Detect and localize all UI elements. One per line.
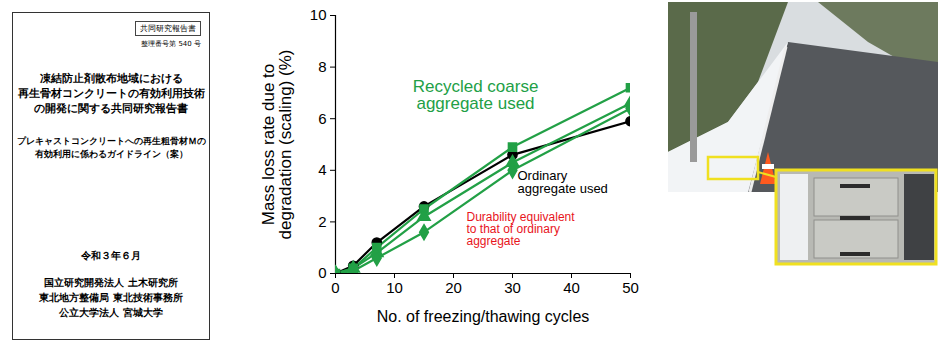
html-text:東北地方整備局 東北技術事務所: 東北地方整備局 東北技術事務所 xyxy=(39,292,183,303)
html-text:有効利用に係わるガイドライン（案）: 有効利用に係わるガイドライン（案） xyxy=(34,149,188,159)
svg-text:No. of freezing/thawing cycles: No. of freezing/thawing cycles xyxy=(377,308,590,325)
svg-text:2: 2 xyxy=(318,213,326,230)
svg-text:10: 10 xyxy=(310,6,327,23)
svg-text:6: 6 xyxy=(318,110,326,127)
html-text:の開発に関する共同研究報告書: の開発に関する共同研究報告書 xyxy=(34,102,188,114)
html-text:再生骨材コンクリートの有効利用技術: 再生骨材コンクリートの有効利用技術 xyxy=(17,87,205,99)
html-text:令和３年６月: 令和３年６月 xyxy=(81,250,141,261)
svg-text:Mass loss rate due todegradati: Mass loss rate due todegradation (scalin… xyxy=(259,50,295,240)
html-text:公立大学法人 宮城大学: 公立大学法人 宮城大学 xyxy=(59,307,163,318)
html-text:プレキャストコンクリートへの再生粗骨材Ｍの: プレキャストコンクリートへの再生粗骨材Ｍの xyxy=(16,136,206,146)
svg-text:Ordinaryaggregate used: Ordinaryaggregate used xyxy=(518,168,608,196)
svg-text:50: 50 xyxy=(622,279,639,296)
html-text:凍結防止剤散布地域における: 凍結防止剤散布地域における xyxy=(39,72,183,84)
svg-text:30: 30 xyxy=(504,279,521,296)
svg-text:Recycled coarseaggregate used: Recycled coarseaggregate used xyxy=(413,77,539,113)
svg-text:4: 4 xyxy=(318,161,326,178)
svg-text:0: 0 xyxy=(318,264,326,281)
html-text:共同研究報告書: 共同研究報告書 xyxy=(140,24,196,33)
svg-text:10: 10 xyxy=(386,279,403,296)
svg-text:20: 20 xyxy=(445,279,462,296)
svg-text:0: 0 xyxy=(331,279,339,296)
html-text:国立研究開発法人 土木研究所: 国立研究開発法人 土木研究所 xyxy=(44,277,178,288)
svg-text:40: 40 xyxy=(563,279,580,296)
svg-text:Durability equivalentto that o: Durability equivalentto that of ordinary… xyxy=(467,210,576,248)
html-text:整理番号第 540 号: 整理番号第 540 号 xyxy=(141,40,201,48)
svg-text:8: 8 xyxy=(318,58,326,75)
